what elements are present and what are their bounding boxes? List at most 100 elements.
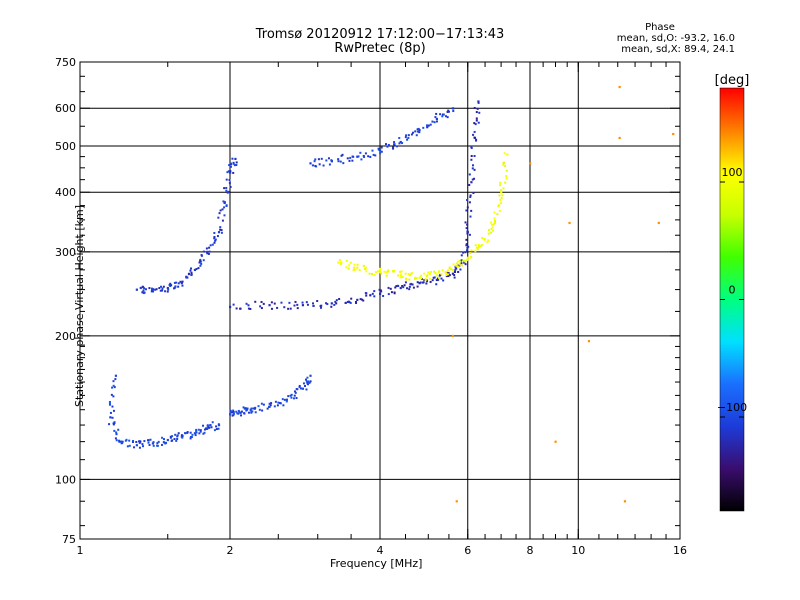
- data-point: [498, 210, 501, 213]
- data-point: [475, 117, 478, 120]
- data-point: [498, 194, 501, 197]
- data-point: [470, 181, 473, 184]
- data-point: [217, 424, 221, 427]
- data-point: [473, 136, 476, 139]
- data-point: [408, 274, 411, 277]
- data-point: [489, 231, 492, 234]
- data-point: [348, 159, 351, 162]
- data-point: [414, 276, 417, 279]
- data-point: [465, 209, 468, 212]
- data-point: [335, 299, 338, 302]
- data-point: [342, 162, 345, 165]
- data-point: [427, 124, 430, 127]
- data-point: [416, 130, 419, 133]
- data-point: [138, 441, 141, 444]
- data-point: [125, 438, 128, 441]
- data-point: [428, 277, 431, 280]
- data-point: [386, 145, 389, 148]
- data-point: [400, 270, 403, 273]
- data-point: [232, 412, 235, 415]
- data-point: [463, 261, 466, 264]
- data-point: [417, 127, 420, 130]
- data-point: [200, 262, 203, 265]
- data-point: [325, 159, 328, 162]
- data-point: [465, 244, 468, 247]
- data-point: [261, 409, 264, 412]
- data-point: [207, 252, 210, 255]
- data-point: [225, 186, 228, 189]
- data-point: [408, 278, 411, 281]
- data-point: [226, 171, 229, 174]
- data-point: [387, 270, 390, 273]
- data-point: [169, 282, 172, 285]
- data-point: [453, 276, 456, 279]
- data-point: [203, 428, 206, 431]
- data-point: [305, 380, 308, 383]
- data-point: [337, 160, 340, 163]
- data-point: [219, 228, 222, 231]
- data-point: [150, 290, 153, 293]
- data-point: [164, 442, 167, 445]
- data-point: [414, 130, 417, 133]
- data-point: [379, 271, 382, 274]
- data-point: [434, 116, 437, 119]
- data-point: [151, 288, 154, 291]
- data-point: [504, 181, 507, 184]
- data-point: [229, 410, 232, 413]
- data-point: [473, 155, 476, 158]
- data-point: [471, 164, 474, 167]
- data-point: [379, 267, 382, 270]
- data-point: [111, 405, 114, 408]
- data-point: [460, 254, 463, 257]
- data-point: [374, 154, 377, 157]
- data-point: [367, 155, 370, 158]
- data-point: [477, 121, 480, 124]
- data-point: [181, 436, 184, 439]
- x-tick-label: 16: [673, 544, 687, 557]
- data-point: [377, 270, 380, 273]
- data-point: [368, 272, 371, 275]
- data-point: [147, 439, 150, 442]
- data-point: [470, 155, 473, 158]
- data-point: [345, 259, 348, 262]
- data-point: [113, 422, 116, 425]
- data-point: [302, 382, 305, 385]
- data-point: [473, 130, 476, 133]
- data-point: [353, 263, 356, 266]
- data-point: [293, 397, 296, 400]
- data-point: [502, 162, 505, 165]
- data-point: [161, 443, 164, 446]
- data-point: [410, 282, 413, 285]
- data-point: [319, 306, 322, 309]
- data-point: [312, 304, 315, 307]
- data-point: [466, 199, 469, 202]
- data-point: [349, 301, 352, 304]
- data-point: [446, 269, 449, 272]
- data-point: [369, 155, 372, 158]
- data-point: [148, 287, 151, 290]
- data-point: [477, 244, 480, 247]
- data-point: [314, 164, 317, 167]
- data-point: [365, 294, 368, 297]
- data-point: [227, 190, 230, 193]
- data-point: [418, 131, 421, 134]
- data-point: [330, 302, 333, 305]
- data-point: [433, 276, 436, 279]
- colorbar: 100 0 −100 [deg]: [715, 73, 749, 512]
- data-point: [245, 302, 248, 305]
- data-point: [156, 442, 159, 445]
- data-point: [399, 140, 402, 144]
- data-point: [396, 284, 399, 287]
- data-point: [451, 268, 455, 272]
- data-point: [375, 271, 378, 274]
- data-point: [338, 259, 341, 262]
- data-point: [262, 403, 265, 406]
- data-point: [148, 443, 151, 446]
- data-point: [189, 437, 192, 440]
- data-point: [451, 107, 455, 110]
- data-point: [304, 378, 307, 381]
- data-point: [402, 286, 405, 289]
- data-point: [205, 247, 208, 250]
- data-point: [471, 167, 474, 170]
- data-point: [466, 231, 469, 234]
